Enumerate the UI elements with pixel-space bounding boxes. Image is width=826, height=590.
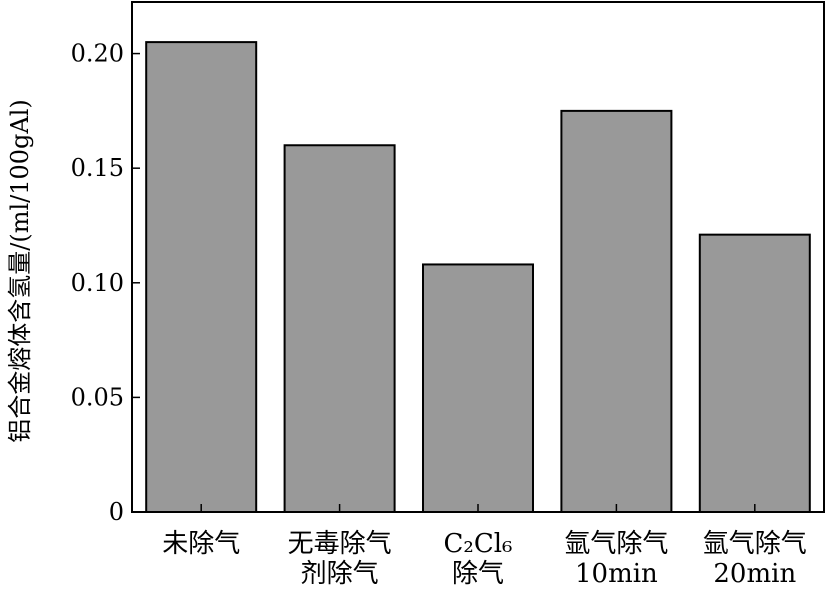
bar (698, 233, 811, 514)
y-tick-label: 0 (109, 498, 124, 526)
x-category-label: 剂除气 (301, 559, 379, 589)
x-category-label: 20min (713, 559, 796, 589)
y-axis-ticks: 0 0.05 0.10 0.15 0.20 (71, 40, 140, 526)
x-category-label: 未除气 (162, 529, 240, 559)
x-category-label: 10min (575, 559, 658, 589)
bar (560, 109, 673, 513)
y-tick-label: 0.05 (71, 383, 124, 411)
y-tick-label: 0.15 (71, 154, 124, 182)
bar (422, 263, 534, 513)
x-category-label: 氩气除气 (703, 529, 807, 559)
x-category-label: C₂Cl₆ (444, 529, 513, 559)
y-axis-label: 铝合金熔体含氢量/(ml/100gAl) (6, 99, 34, 443)
x-category-label: 无毒除气 (288, 529, 392, 559)
bar (283, 144, 396, 513)
y-tick-label: 0.20 (71, 40, 124, 68)
x-category-label: 氩气除气 (564, 529, 668, 559)
x-category-label: 除气 (452, 559, 504, 589)
bar (145, 41, 258, 513)
y-tick-label: 0.10 (71, 269, 124, 297)
bars-group (145, 41, 811, 514)
